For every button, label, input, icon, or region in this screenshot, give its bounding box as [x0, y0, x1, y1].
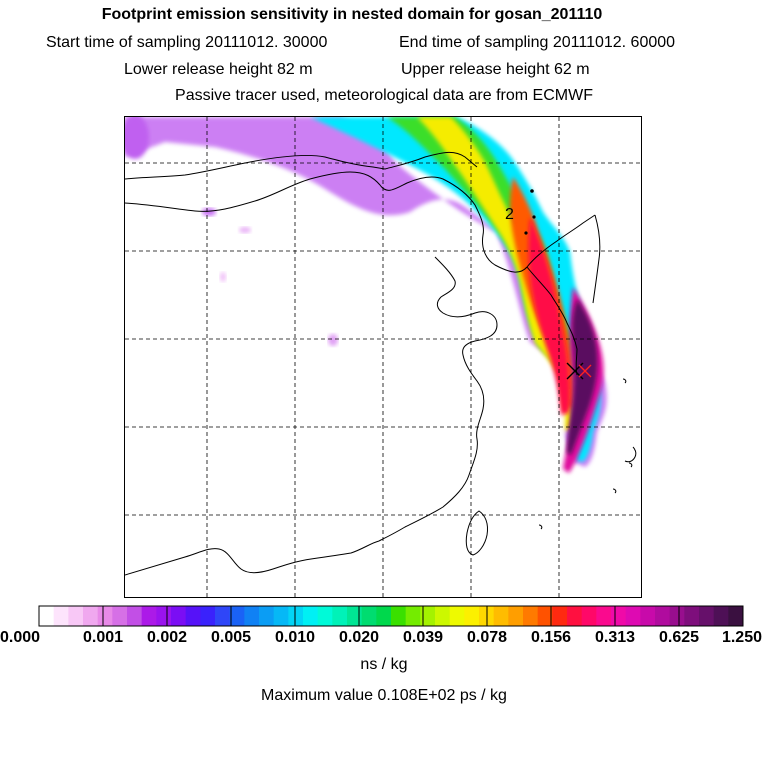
- colorbar-swatch: [508, 606, 524, 626]
- trajectory-point: [530, 189, 534, 193]
- colorbar-swatch: [361, 606, 377, 626]
- colorbar-swatch: [449, 606, 465, 626]
- colorbar-swatch: [97, 606, 113, 626]
- colorbar-swatch: [112, 606, 128, 626]
- trajectory-layer: 2: [505, 189, 592, 380]
- plume-spot-4: [220, 272, 226, 282]
- coast-south-china: [125, 540, 380, 576]
- border-north: [125, 151, 478, 180]
- plume-label: 2: [505, 206, 514, 223]
- colorbar-swatch: [127, 606, 143, 626]
- colorbar-swatch: [332, 606, 348, 626]
- coast-korea-east: [592, 214, 601, 304]
- colorbar-swatch: [229, 606, 245, 626]
- colorbar-swatch: [435, 606, 451, 626]
- colorbar-tick-label: 0.078: [466, 629, 508, 646]
- colorbar-swatch: [156, 606, 172, 626]
- colorbar-swatch: [713, 606, 729, 626]
- colorbar-swatch: [141, 606, 157, 626]
- trajectory-point: [532, 215, 536, 219]
- grid-layer: [125, 117, 641, 597]
- colorbar-tick-label: 0.039: [402, 629, 444, 646]
- colorbar-swatch: [523, 606, 539, 626]
- colorbar-tick-label: 1.250: [721, 629, 762, 646]
- colorbar-tick-label: 0.313: [594, 629, 636, 646]
- plume-spot-2: [239, 227, 251, 233]
- colorbar-swatch: [288, 606, 304, 626]
- tracer-note: Passive tracer used, meteorological data…: [175, 87, 593, 104]
- plume-red: [528, 217, 570, 415]
- colorbar-swatch: [244, 606, 260, 626]
- colorbar-swatch: [273, 606, 289, 626]
- colorbar-swatch: [317, 606, 333, 626]
- colorbar-swatch: [39, 606, 55, 626]
- coast-korea-west: [526, 266, 578, 376]
- plume-spot-1: [202, 208, 216, 216]
- border-mongolia: [125, 171, 528, 273]
- coast-japan: [624, 446, 637, 463]
- colorbar-unit: ns / kg: [360, 656, 408, 673]
- chart-title: Footprint emission sensitivity in nested…: [101, 6, 603, 23]
- colorbar-swatch: [420, 606, 436, 626]
- colorbar-swatch: [171, 606, 187, 626]
- plume-layer: [125, 117, 607, 473]
- colorbar-tick-label: 0.000: [0, 629, 41, 646]
- colorbar-tick-label: 0.001: [82, 629, 124, 646]
- colorbar-swatch: [625, 606, 641, 626]
- colorbar-swatch: [347, 606, 363, 626]
- plume-core: [567, 299, 598, 455]
- colorbar-tick-label: 0.156: [530, 629, 572, 646]
- colorbar-tick-label: 0.005: [210, 629, 252, 646]
- coast-bohai: [378, 256, 498, 542]
- colorbar-swatch: [68, 606, 84, 626]
- colorbar-border: [38, 605, 744, 627]
- plume-spot-3: [328, 334, 338, 346]
- colorbar-swatch: [537, 606, 553, 626]
- colorbar-swatch: [259, 606, 275, 626]
- colorbar-swatch: [640, 606, 656, 626]
- colorbar-tick-label: 0.002: [146, 629, 188, 646]
- colorbar-swatch: [669, 606, 685, 626]
- colorbar-swatch: [200, 606, 216, 626]
- colorbar-swatch: [611, 606, 627, 626]
- colorbar-swatch: [596, 606, 612, 626]
- max-value-label: Maximum value 0.108E+02 ps / kg: [261, 687, 507, 704]
- end-time-label: End time of sampling 20111012. 60000: [399, 34, 676, 51]
- colorbar-swatch: [53, 606, 69, 626]
- colorbar-swatch: [83, 606, 99, 626]
- colorbar-tick-label: 0.625: [658, 629, 700, 646]
- colorbar-swatch: [464, 606, 480, 626]
- coast-islands: [538, 378, 633, 530]
- plume-outer: [125, 117, 607, 467]
- trajectory-point: [524, 231, 528, 235]
- colorbar-swatch: [567, 606, 583, 626]
- lower-height-label: Lower release height 82 m: [124, 61, 313, 78]
- colorbar-swatch: [728, 606, 744, 626]
- plume-cyan: [310, 117, 601, 462]
- colorbar-swatch: [655, 606, 671, 626]
- colorbar-swatch: [552, 606, 568, 626]
- start-time-label: Start time of sampling 20111012. 30000: [46, 34, 328, 51]
- map-canvas: 2: [125, 117, 641, 597]
- footprint-map: 2: [124, 116, 642, 598]
- colorbar-swatch: [405, 606, 421, 626]
- receptor-marker-red: [578, 364, 592, 378]
- colorbar-swatch: [699, 606, 715, 626]
- colorbar-swatch: [581, 606, 597, 626]
- border-manchuria: [526, 214, 596, 268]
- coastline-layer: [125, 151, 637, 576]
- colorbar-swatch: [303, 606, 319, 626]
- colorbar-swatch: [215, 606, 231, 626]
- colorbar-tick-label: 0.020: [338, 629, 380, 646]
- colorbar-swatch: [185, 606, 201, 626]
- colorbar-swatch: [376, 606, 392, 626]
- colorbar: [38, 605, 744, 627]
- upper-height-label: Upper release height 62 m: [401, 61, 590, 78]
- plume-spot-5: [125, 117, 149, 159]
- colorbar-swatch: [493, 606, 509, 626]
- colorbar-swatch: [391, 606, 407, 626]
- coast-taiwan: [465, 510, 488, 556]
- colorbar-swatch: [684, 606, 700, 626]
- colorbar-tick-label: 0.010: [274, 629, 316, 646]
